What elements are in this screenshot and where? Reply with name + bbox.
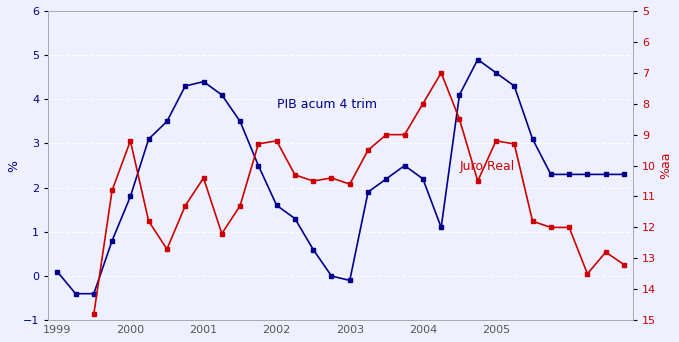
Y-axis label: %: % [7,160,20,172]
Y-axis label: %aa: %aa [659,152,672,179]
Text: PIB acum 4 trim: PIB acum 4 trim [276,98,377,111]
Text: Juro Real: Juro Real [460,160,515,173]
